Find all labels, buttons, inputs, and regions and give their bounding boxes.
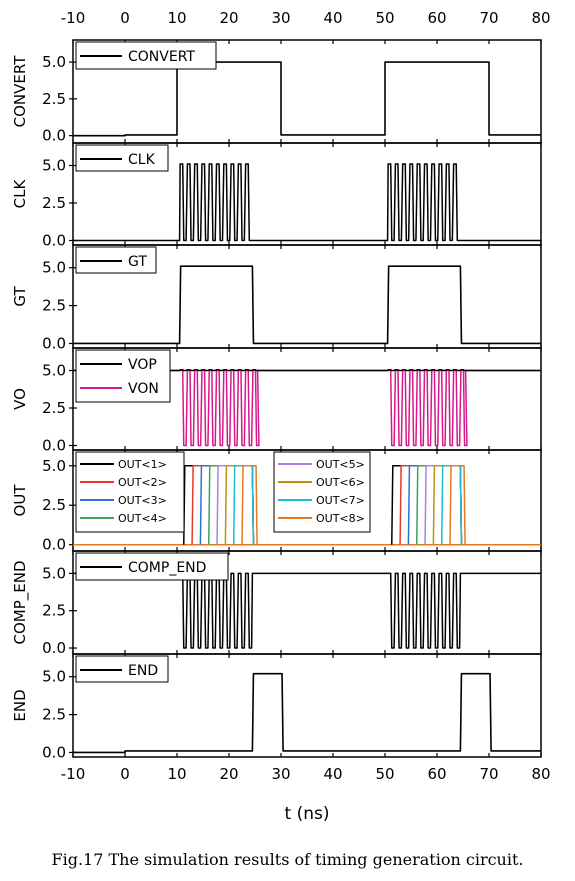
y-tick-label-end: 0.0 xyxy=(42,743,66,761)
x-tick-label-bottom: 20 xyxy=(219,765,238,783)
y-tick-label-comp_end: 0.0 xyxy=(42,639,66,657)
x-tick-label-bottom: 40 xyxy=(323,765,342,783)
y-tick-label-end: 2.5 xyxy=(42,706,66,724)
y-tick-label-vo: 5.0 xyxy=(42,362,66,380)
series-gt xyxy=(73,265,541,345)
legend-label: OUT<4> xyxy=(118,512,167,525)
series-convert xyxy=(73,61,541,137)
x-tick-label-top: 10 xyxy=(167,9,186,27)
y-tick-label-clk: 5.0 xyxy=(42,157,66,175)
x-tick-label-bottom: -10 xyxy=(61,765,86,783)
y-axis-label-vo: VO xyxy=(11,388,29,410)
x-axis-label: t (ns) xyxy=(285,804,330,824)
legend-label: OUT<2> xyxy=(118,476,167,489)
x-tick-label-top: 20 xyxy=(219,9,238,27)
x-tick-label-bottom: 50 xyxy=(375,765,394,783)
x-tick-label-bottom: 0 xyxy=(120,765,130,783)
series-comp_end xyxy=(73,572,541,649)
legend-label: END xyxy=(128,663,158,679)
x-tick-label-bottom: 60 xyxy=(427,765,446,783)
series-end xyxy=(73,672,541,754)
x-tick-label-bottom: 30 xyxy=(271,765,290,783)
y-tick-label-clk: 0.0 xyxy=(42,232,66,250)
series-out-8 xyxy=(449,465,466,545)
y-tick-label-comp_end: 5.0 xyxy=(42,564,66,582)
y-axis-label-gt: GT xyxy=(11,286,29,307)
y-tick-label-gt: 2.5 xyxy=(42,297,66,315)
legend-label: COMP_END xyxy=(128,560,206,576)
y-tick-label-gt: 0.0 xyxy=(42,334,66,352)
legend-label: CONVERT xyxy=(128,49,195,65)
legend-label: OUT<1> xyxy=(118,458,167,471)
legend-label: VOP xyxy=(128,357,157,373)
x-tick-label-bottom: 80 xyxy=(531,765,550,783)
y-tick-label-convert: 2.5 xyxy=(42,90,66,108)
y-tick-label-out: 5.0 xyxy=(42,457,66,475)
x-tick-label-top: 0 xyxy=(120,9,130,27)
x-tick-label-bottom: 10 xyxy=(167,765,186,783)
y-tick-label-comp_end: 2.5 xyxy=(42,602,66,620)
y-axis-label-convert: CONVERT xyxy=(11,55,29,128)
series-out-4 xyxy=(415,465,463,545)
panel-frame-end xyxy=(72,653,542,758)
x-tick-label-top: 60 xyxy=(427,9,446,27)
x-tick-label-top: 50 xyxy=(375,9,394,27)
y-tick-label-vo: 0.0 xyxy=(42,437,66,455)
y-tick-label-out: 0.0 xyxy=(42,536,66,554)
y-tick-label-out: 2.5 xyxy=(42,496,66,514)
y-tick-label-clk: 2.5 xyxy=(42,194,66,212)
y-tick-label-gt: 5.0 xyxy=(42,259,66,277)
legend-label: OUT<5> xyxy=(316,458,365,471)
legend-box-vo xyxy=(75,349,171,403)
series-out-6 xyxy=(432,465,463,545)
legend-label: CLK xyxy=(128,152,156,168)
y-tick-label-convert: 5.0 xyxy=(42,53,66,71)
y-tick-label-vo: 2.5 xyxy=(42,399,66,417)
x-tick-label-bottom: 70 xyxy=(479,765,498,783)
series-clk xyxy=(73,163,541,242)
figure-caption: Fig.17 The simulation results of timing … xyxy=(51,850,524,869)
y-tick-label-convert: 0.0 xyxy=(42,127,66,145)
legend-label: OUT<6> xyxy=(316,476,365,489)
legend-label: GT xyxy=(128,254,147,270)
x-tick-label-top: 80 xyxy=(531,9,550,27)
series-vop xyxy=(73,369,541,372)
y-tick-label-end: 5.0 xyxy=(42,668,66,686)
x-tick-label-top: 70 xyxy=(479,9,498,27)
series-out-4 xyxy=(207,465,255,545)
y-axis-label-end: END xyxy=(11,689,29,721)
y-axis-label-comp_end: COMP_END xyxy=(11,560,30,644)
legend-label: VON xyxy=(128,381,159,397)
y-axis-label-clk: CLK xyxy=(11,179,29,209)
x-tick-label-top: 40 xyxy=(323,9,342,27)
series-out-8 xyxy=(241,465,258,545)
legend-box-convert xyxy=(75,41,217,70)
x-tick-label-top: 30 xyxy=(271,9,290,27)
y-axis-label-out: OUT xyxy=(11,484,29,517)
legend-label: OUT<3> xyxy=(118,494,167,507)
series-out-6 xyxy=(224,465,255,545)
x-tick-label-top: -10 xyxy=(61,9,86,27)
legend-label: OUT<8> xyxy=(316,512,365,525)
legend-label: OUT<7> xyxy=(316,494,365,507)
